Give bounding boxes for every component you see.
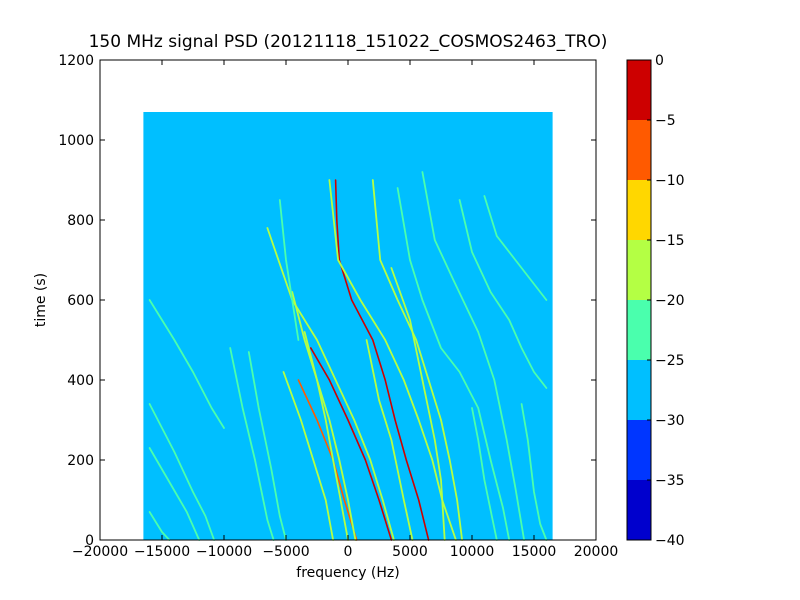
signal-trace [291, 291, 357, 541]
colorbar-tick-label: 0 [655, 53, 664, 69]
signal-trace [421, 171, 525, 541]
y-tick-label: 1000 [58, 133, 94, 149]
colorbar-segment [627, 360, 651, 420]
colorbar-tick-label: −25 [655, 353, 685, 369]
y-tick-label: 400 [67, 373, 94, 389]
colorbar-tick-label: −35 [655, 473, 685, 489]
x-tick-label: 15000 [512, 544, 557, 560]
signal-trace [148, 447, 201, 541]
signal-trace [278, 199, 300, 341]
x-tick-label: −5000 [262, 544, 309, 560]
signal-trace [309, 347, 393, 541]
colorbar-tick-label: −30 [655, 413, 685, 429]
signal-trace [303, 331, 349, 541]
x-tick-label: 0 [344, 544, 353, 560]
chart-title: 150 MHz signal PSD (20121118_151022_COSM… [89, 32, 608, 52]
colorbar-tick-label: −40 [655, 533, 685, 549]
signal-trace [390, 267, 446, 541]
signal-trace [471, 407, 498, 541]
colorbar-tick-label: −15 [655, 233, 685, 249]
x-tick-label: 5000 [392, 544, 428, 560]
signal-trace [148, 403, 216, 541]
signal-trace [148, 511, 171, 541]
colorbar-segment [627, 60, 651, 120]
signal-trace [520, 403, 548, 541]
signal-trace [365, 339, 414, 541]
signal-trace [371, 179, 464, 541]
colorbar-segment [627, 420, 651, 480]
colorbar-tick-label: −5 [655, 113, 676, 129]
x-tick-label: 10000 [450, 544, 495, 560]
signal-trace [396, 187, 511, 541]
signal-trace [282, 371, 335, 541]
heatmap-area [143, 112, 553, 540]
y-tick-label: 0 [85, 533, 94, 549]
y-tick-label: 200 [67, 453, 94, 469]
signal-trace [148, 299, 225, 429]
heatmap-background [143, 112, 553, 540]
signal-trace [328, 179, 457, 541]
colorbar-segment [627, 300, 651, 360]
signal-trace [334, 179, 430, 541]
colorbar-segment [627, 240, 651, 300]
signal-trace [247, 351, 287, 541]
colorbar-tick-label: −20 [655, 293, 685, 309]
x-tick-label: −20000 [72, 544, 128, 560]
colorbar-tick-label: −10 [655, 173, 685, 189]
signal-trace [229, 347, 275, 541]
x-axis: −20000 −15000 −10000 −5000 0 5000 10000 15000 20… [72, 60, 618, 560]
colorbar: −40 −35 −30 −25 −20 −15 −10 −5 0 [626, 53, 685, 549]
signal-trace [458, 199, 548, 389]
y-tick-label: 1200 [58, 53, 94, 69]
colorbar-segment [627, 480, 651, 540]
y-axis: 0 200 400 600 800 1000 1200 [58, 53, 596, 549]
signal-traces [148, 171, 548, 541]
x-tick-label: −10000 [196, 544, 252, 560]
colorbar-segment [627, 180, 651, 240]
colorbar-segment [627, 120, 651, 180]
y-tick-label: 800 [67, 213, 94, 229]
signal-trace [483, 195, 548, 301]
x-axis-label: frequency (Hz) [296, 565, 399, 581]
x-tick-label: −15000 [134, 544, 190, 560]
y-tick-label: 600 [67, 293, 94, 309]
y-axis-label: time (s) [33, 273, 49, 327]
x-tick-label: 20000 [574, 544, 619, 560]
